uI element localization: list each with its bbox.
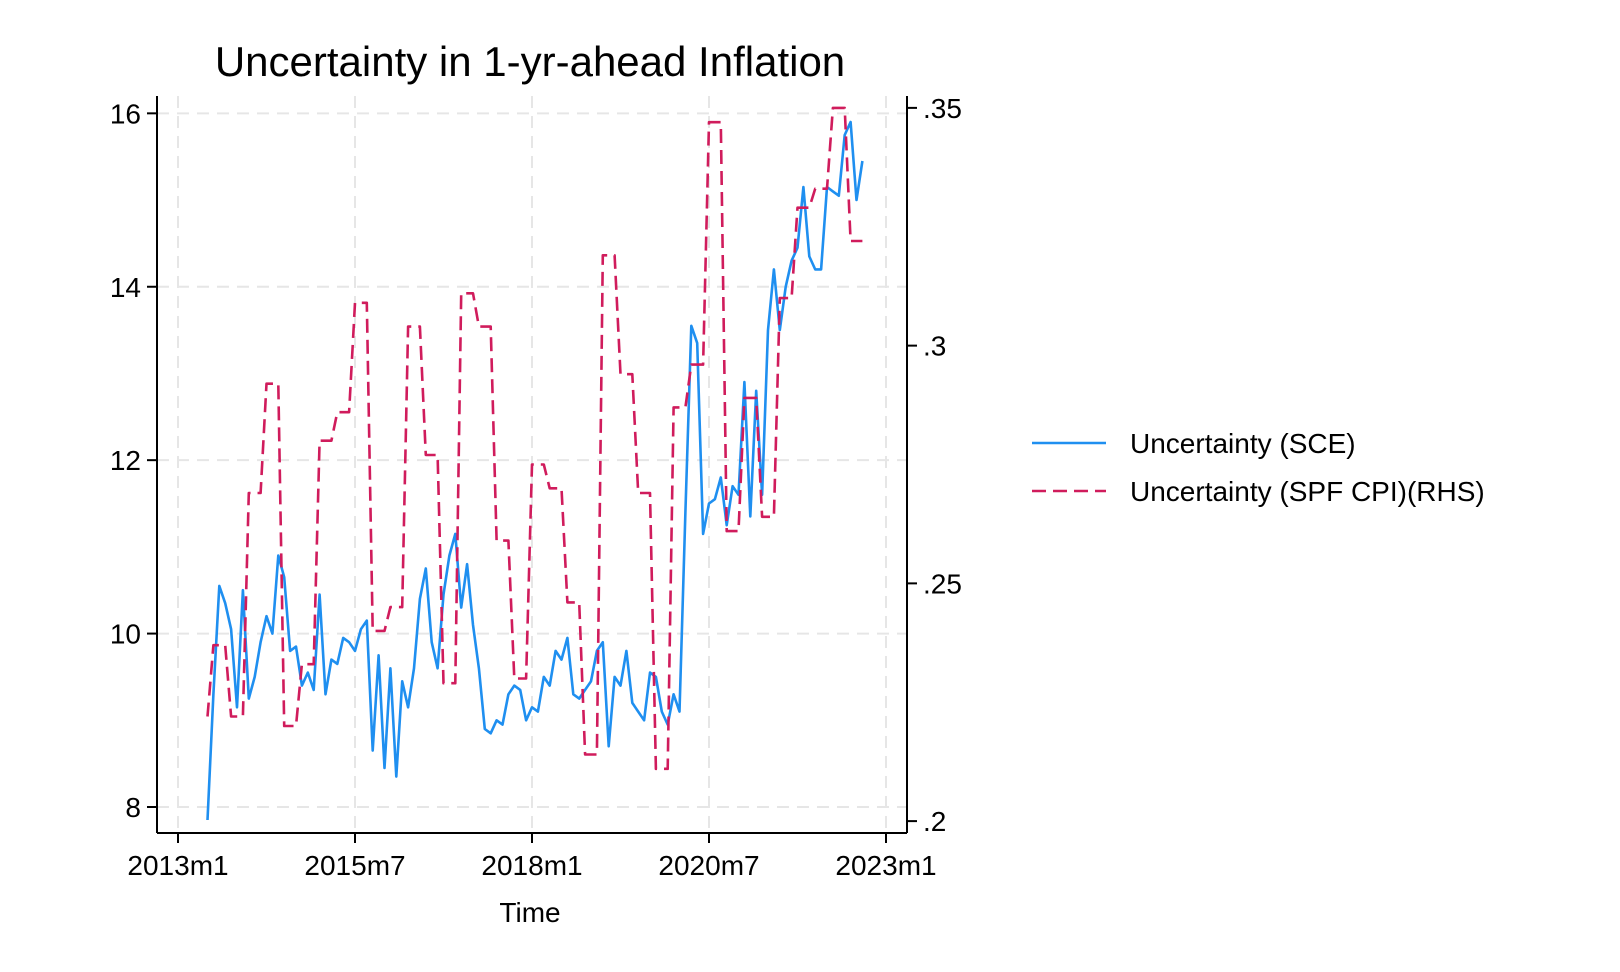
chart-title: Uncertainty in 1-yr-ahead Inflation — [215, 38, 845, 85]
y-left-tick-label: 16 — [110, 98, 141, 129]
y-right-tick-label: .25 — [923, 568, 962, 599]
x-tick-label: 2020m7 — [658, 850, 759, 881]
y-left-tick-label: 14 — [110, 272, 141, 303]
series-line-1 — [206, 120, 864, 821]
legend: Uncertainty (SCE) Uncertainty (SPF CPI)(R… — [1032, 428, 1485, 507]
y-right-tick-label: .2 — [923, 806, 946, 837]
x-tick-label: 2023m1 — [835, 850, 936, 881]
y-right-tick-label: .3 — [923, 331, 946, 362]
y-left-tick-label: 12 — [110, 445, 141, 476]
y-left-tick-label: 10 — [110, 619, 141, 650]
series-line-2 — [206, 106, 863, 771]
axes: 8 10 12 14 16 .2 .25 .3 .35 2013m1 2015m7 2018m1 202… — [110, 93, 962, 881]
y-left-tick-label: 8 — [125, 792, 141, 823]
y-right-tick-label: .35 — [923, 93, 962, 124]
x-tick-label: 2015m7 — [304, 850, 405, 881]
x-tick-label: 2018m1 — [481, 850, 582, 881]
x-axis-title: Time — [499, 897, 560, 928]
series-layer — [206, 106, 864, 821]
legend-label-2: Uncertainty (SPF CPI)(RHS) — [1130, 476, 1485, 507]
legend-label-1: Uncertainty (SCE) — [1130, 428, 1356, 459]
x-tick-label: 2013m1 — [127, 850, 228, 881]
